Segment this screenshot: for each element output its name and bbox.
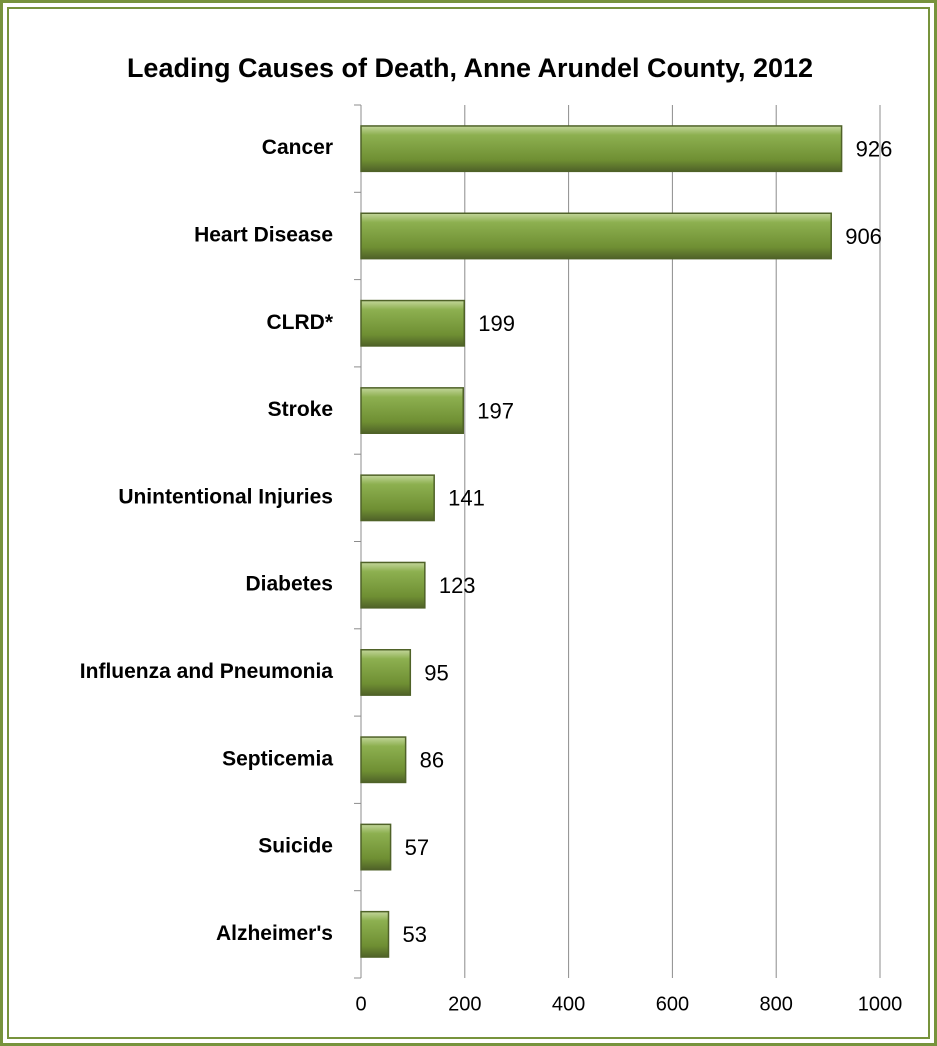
bar (360, 474, 435, 522)
x-tick-label: 0 (355, 993, 366, 1015)
y-tick-label: Septicemia (222, 747, 333, 770)
y-tick-label: Cancer (262, 136, 333, 159)
y-tick-label: CLRD* (267, 311, 334, 334)
x-tick-label: 200 (448, 993, 481, 1015)
y-tick-label: Alzheimer's (216, 922, 333, 945)
bar (360, 910, 390, 958)
x-tick-label: 400 (552, 993, 585, 1015)
value-label: 86 (420, 748, 444, 773)
bar (360, 649, 412, 696)
value-label: 197 (477, 398, 514, 423)
bar (360, 387, 464, 434)
y-tick-label: Influenza and Pneumonia (80, 660, 334, 683)
bar (360, 125, 843, 173)
value-label: 95 (424, 660, 448, 685)
y-tick-label: Stroke (268, 398, 333, 421)
x-tick-label: 600 (656, 993, 689, 1015)
bar (360, 212, 832, 260)
value-label: 906 (845, 224, 882, 249)
value-label: 57 (405, 835, 429, 860)
value-label: 123 (439, 573, 476, 598)
value-label: 141 (448, 486, 485, 511)
y-tick-label: Heart Disease (194, 223, 333, 246)
bar (360, 823, 392, 871)
value-label: 926 (856, 136, 893, 161)
bar (360, 299, 466, 347)
value-label: 199 (478, 311, 515, 336)
chart-title: Leading Causes of Death, Anne Arundel Co… (127, 53, 813, 83)
bar (360, 736, 407, 784)
value-label: 53 (403, 922, 427, 947)
y-tick-label: Unintentional Injuries (118, 485, 333, 508)
y-tick-label: Suicide (258, 835, 333, 858)
inner-frame (7, 7, 930, 1039)
bar (360, 561, 426, 609)
x-tick-label: 1000 (858, 993, 903, 1015)
x-tick-label: 800 (760, 993, 793, 1015)
y-tick-label: Diabetes (245, 573, 333, 596)
